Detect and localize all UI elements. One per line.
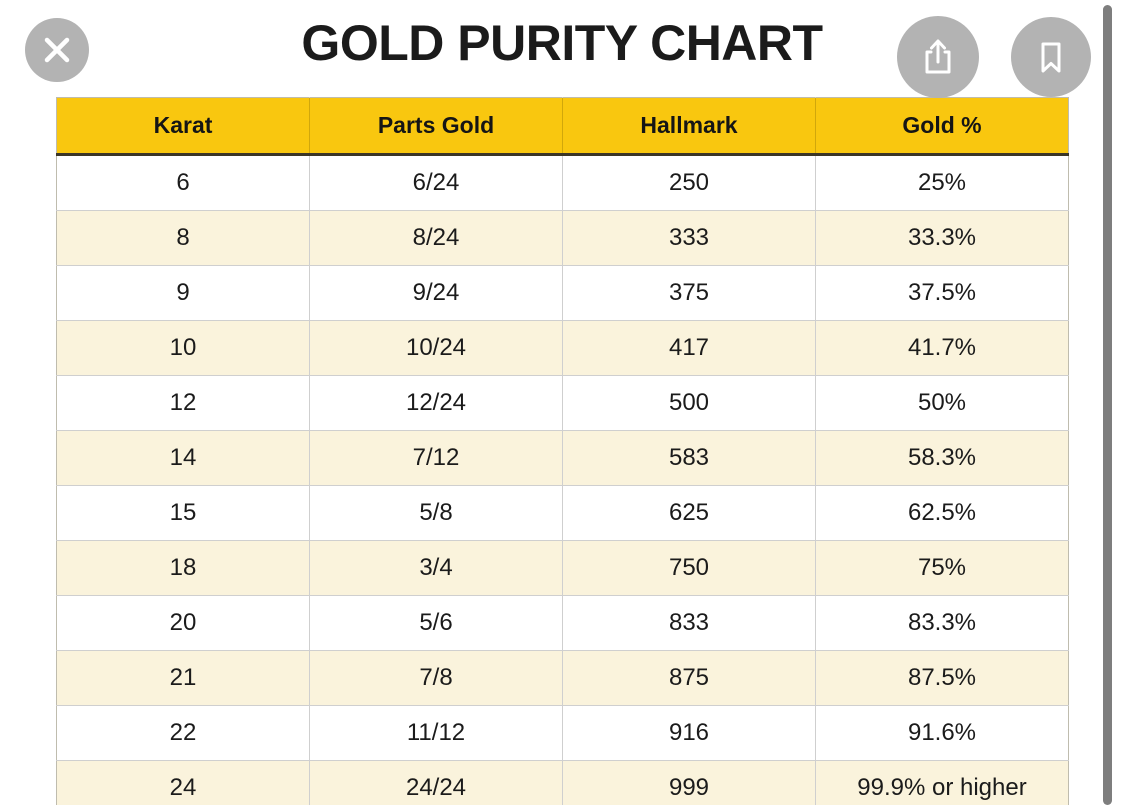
- table-row: 14 7/12 583 58.3%: [56, 430, 1069, 486]
- page-title: GOLD PURITY CHART: [301, 15, 823, 71]
- table-row: 10 10/24 417 41.7%: [56, 320, 1069, 376]
- table-body: 6 6/24 250 25% 8 8/24 333 33.3% 9 9/24 375 37.5% 10 1…: [56, 154, 1069, 805]
- table-row: 8 8/24 333 33.3%: [56, 210, 1069, 266]
- table-cell: 7/8: [309, 650, 563, 706]
- table-row: 22 11/12 916 91.6%: [56, 705, 1069, 761]
- table-cell: 833: [562, 595, 816, 651]
- table-cell: 7/12: [309, 430, 563, 486]
- column-header: Gold %: [815, 97, 1069, 156]
- table-cell: 375: [562, 265, 816, 321]
- table-cell: 58.3%: [815, 430, 1069, 486]
- table-cell: 83.3%: [815, 595, 1069, 651]
- table-cell: 6: [56, 154, 310, 211]
- table-cell: 10/24: [309, 320, 563, 376]
- table-cell: 250: [562, 154, 816, 211]
- table-cell: 91.6%: [815, 705, 1069, 761]
- table-cell: 8/24: [309, 210, 563, 266]
- table-cell: 6/24: [309, 154, 563, 211]
- table-cell: 9/24: [309, 265, 563, 321]
- table-cell: 50%: [815, 375, 1069, 431]
- table-row: 15 5/8 625 62.5%: [56, 485, 1069, 541]
- close-button[interactable]: [25, 18, 89, 82]
- table-cell: 99.9% or higher: [815, 760, 1069, 805]
- table-row: 6 6/24 250 25%: [56, 154, 1069, 211]
- table-cell: 33.3%: [815, 210, 1069, 266]
- table-cell: 333: [562, 210, 816, 266]
- table-cell: 20: [56, 595, 310, 651]
- table-cell: 875: [562, 650, 816, 706]
- table-cell: 11/12: [309, 705, 563, 761]
- table-cell: 18: [56, 540, 310, 596]
- table-cell: 87.5%: [815, 650, 1069, 706]
- table-cell: 22: [56, 705, 310, 761]
- table-cell: 62.5%: [815, 485, 1069, 541]
- table-cell: 41.7%: [815, 320, 1069, 376]
- table-cell: 625: [562, 485, 816, 541]
- table-cell: 37.5%: [815, 265, 1069, 321]
- data-table: Karat Parts Gold Hallmark Gold % 6 6/24 250 25…: [56, 97, 1069, 805]
- table-cell: 14: [56, 430, 310, 486]
- table-cell: 75%: [815, 540, 1069, 596]
- table-cell: 25%: [815, 154, 1069, 211]
- table-cell: 417: [562, 320, 816, 376]
- table-cell: 24/24: [309, 760, 563, 805]
- table-cell: 583: [562, 430, 816, 486]
- table-header-row: Karat Parts Gold Hallmark Gold %: [56, 97, 1069, 156]
- share-button[interactable]: [897, 16, 979, 98]
- table-cell: 999: [562, 760, 816, 805]
- table-cell: 24: [56, 760, 310, 805]
- table-row: 20 5/6 833 83.3%: [56, 595, 1069, 651]
- table-row: 18 3/4 750 75%: [56, 540, 1069, 596]
- table-cell: 9: [56, 265, 310, 321]
- table-cell: 12/24: [309, 375, 563, 431]
- table-row: 24 24/24 999 99.9% or higher: [56, 760, 1069, 805]
- column-header: Karat: [56, 97, 310, 156]
- table-cell: 12: [56, 375, 310, 431]
- table-cell: 750: [562, 540, 816, 596]
- table-cell: 5/8: [309, 485, 563, 541]
- table-row: 9 9/24 375 37.5%: [56, 265, 1069, 321]
- vertical-scrollbar[interactable]: [1103, 5, 1112, 805]
- table-row: 12 12/24 500 50%: [56, 375, 1069, 431]
- column-header: Hallmark: [562, 97, 816, 156]
- table-row: 21 7/8 875 87.5%: [56, 650, 1069, 706]
- bookmark-icon: [1030, 36, 1072, 78]
- table-cell: 3/4: [309, 540, 563, 596]
- table-cell: 8: [56, 210, 310, 266]
- table-cell: 21: [56, 650, 310, 706]
- table-cell: 15: [56, 485, 310, 541]
- share-icon: [916, 35, 960, 79]
- table-cell: 5/6: [309, 595, 563, 651]
- table-cell: 916: [562, 705, 816, 761]
- column-header: Parts Gold: [309, 97, 563, 156]
- table-cell: 10: [56, 320, 310, 376]
- bookmark-button[interactable]: [1011, 17, 1091, 97]
- table-cell: 500: [562, 375, 816, 431]
- close-icon: [39, 32, 75, 68]
- gold-purity-table: Karat Parts Gold Hallmark Gold % 6 6/24 250 25…: [56, 97, 1069, 805]
